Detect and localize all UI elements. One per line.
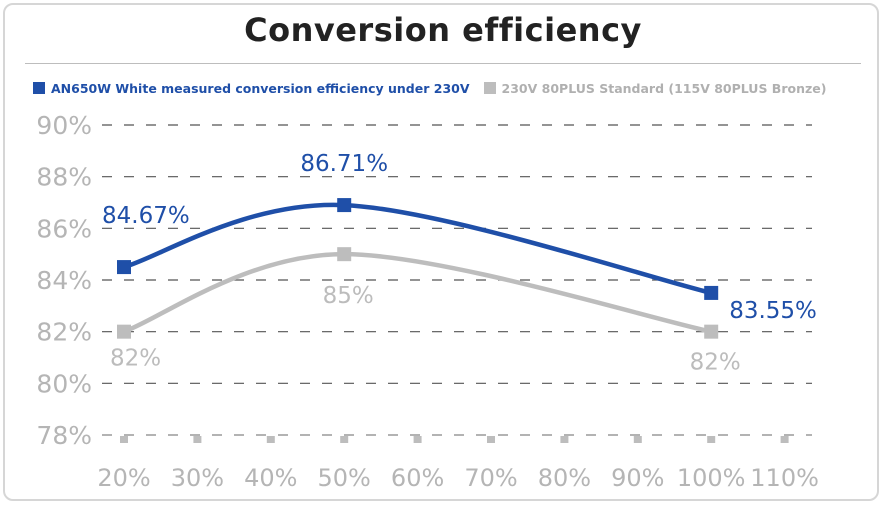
data-point-standard-20 <box>117 324 131 339</box>
x-tick-label-50: 50% <box>318 464 371 492</box>
x-tick-marker-110 <box>780 436 789 443</box>
data-label-standard-100: 82% <box>690 350 741 376</box>
data-label-standard-20: 82% <box>110 346 161 372</box>
legend-item-measured: AN650W White measured conversion efficie… <box>33 81 470 96</box>
y-tick-label-82: 82% <box>36 318 92 347</box>
title-divider <box>25 63 861 64</box>
data-label-standard-50: 85% <box>323 283 374 309</box>
x-tick-marker-60 <box>413 436 422 443</box>
y-tick-label-84: 84% <box>36 266 92 295</box>
x-tick-marker-40 <box>266 436 275 443</box>
data-point-measured-20 <box>117 260 131 275</box>
data-label-measured-100: 83.55% <box>729 298 817 324</box>
x-tick-marker-20 <box>120 436 128 443</box>
x-tick-label-110: 110% <box>750 464 819 492</box>
x-tick-label-70: 70% <box>464 464 517 492</box>
legend-label-measured: AN650W White measured conversion efficie… <box>51 80 470 96</box>
y-tick-label-90: 90% <box>36 111 92 140</box>
series-line-measured <box>121 202 714 296</box>
legend-label-standard: 230V 80PLUS Standard (115V 80PLUS Bronze… <box>501 80 827 96</box>
x-tick-marker-30 <box>193 436 202 443</box>
chart-legend: AN650W White measured conversion efficie… <box>33 79 826 97</box>
y-tick-label-86: 86% <box>36 214 92 243</box>
x-tick-marker-100 <box>707 436 716 443</box>
x-tick-label-60: 60% <box>391 464 444 492</box>
y-tick-label-78: 78% <box>36 421 92 450</box>
x-tick-marker-70 <box>487 436 495 443</box>
data-label-measured-50: 86.71% <box>300 151 388 177</box>
y-tick-label-88: 88% <box>36 163 92 192</box>
legend-swatch-standard <box>483 82 496 94</box>
x-tick-marker-90 <box>633 436 642 443</box>
x-tick-label-20: 20% <box>97 464 150 492</box>
x-tick-label-40: 40% <box>244 464 297 492</box>
x-tick-label-80: 80% <box>538 464 591 492</box>
x-tick-marker-50 <box>340 436 349 443</box>
data-label-measured-20: 84.67% <box>102 203 190 229</box>
data-point-measured-50 <box>337 198 352 213</box>
data-point-standard-50 <box>337 247 352 262</box>
legend-item-standard: 230V 80PLUS Standard (115V 80PLUS Bronze… <box>483 80 827 96</box>
x-tick-label-90: 90% <box>611 464 664 492</box>
series-line-standard <box>121 251 714 334</box>
x-tick-marker-80 <box>560 436 569 443</box>
data-point-measured-100 <box>704 285 719 300</box>
chart-title: Conversion efficiency <box>244 11 642 49</box>
x-tick-label-30: 30% <box>171 464 224 492</box>
x-tick-label-100: 100% <box>677 464 746 492</box>
data-point-standard-100 <box>704 324 719 339</box>
legend-swatch-measured <box>33 82 45 94</box>
y-tick-label-80: 80% <box>36 369 92 398</box>
chart-frame: Conversion efficiency AN650W White measu… <box>3 3 879 501</box>
